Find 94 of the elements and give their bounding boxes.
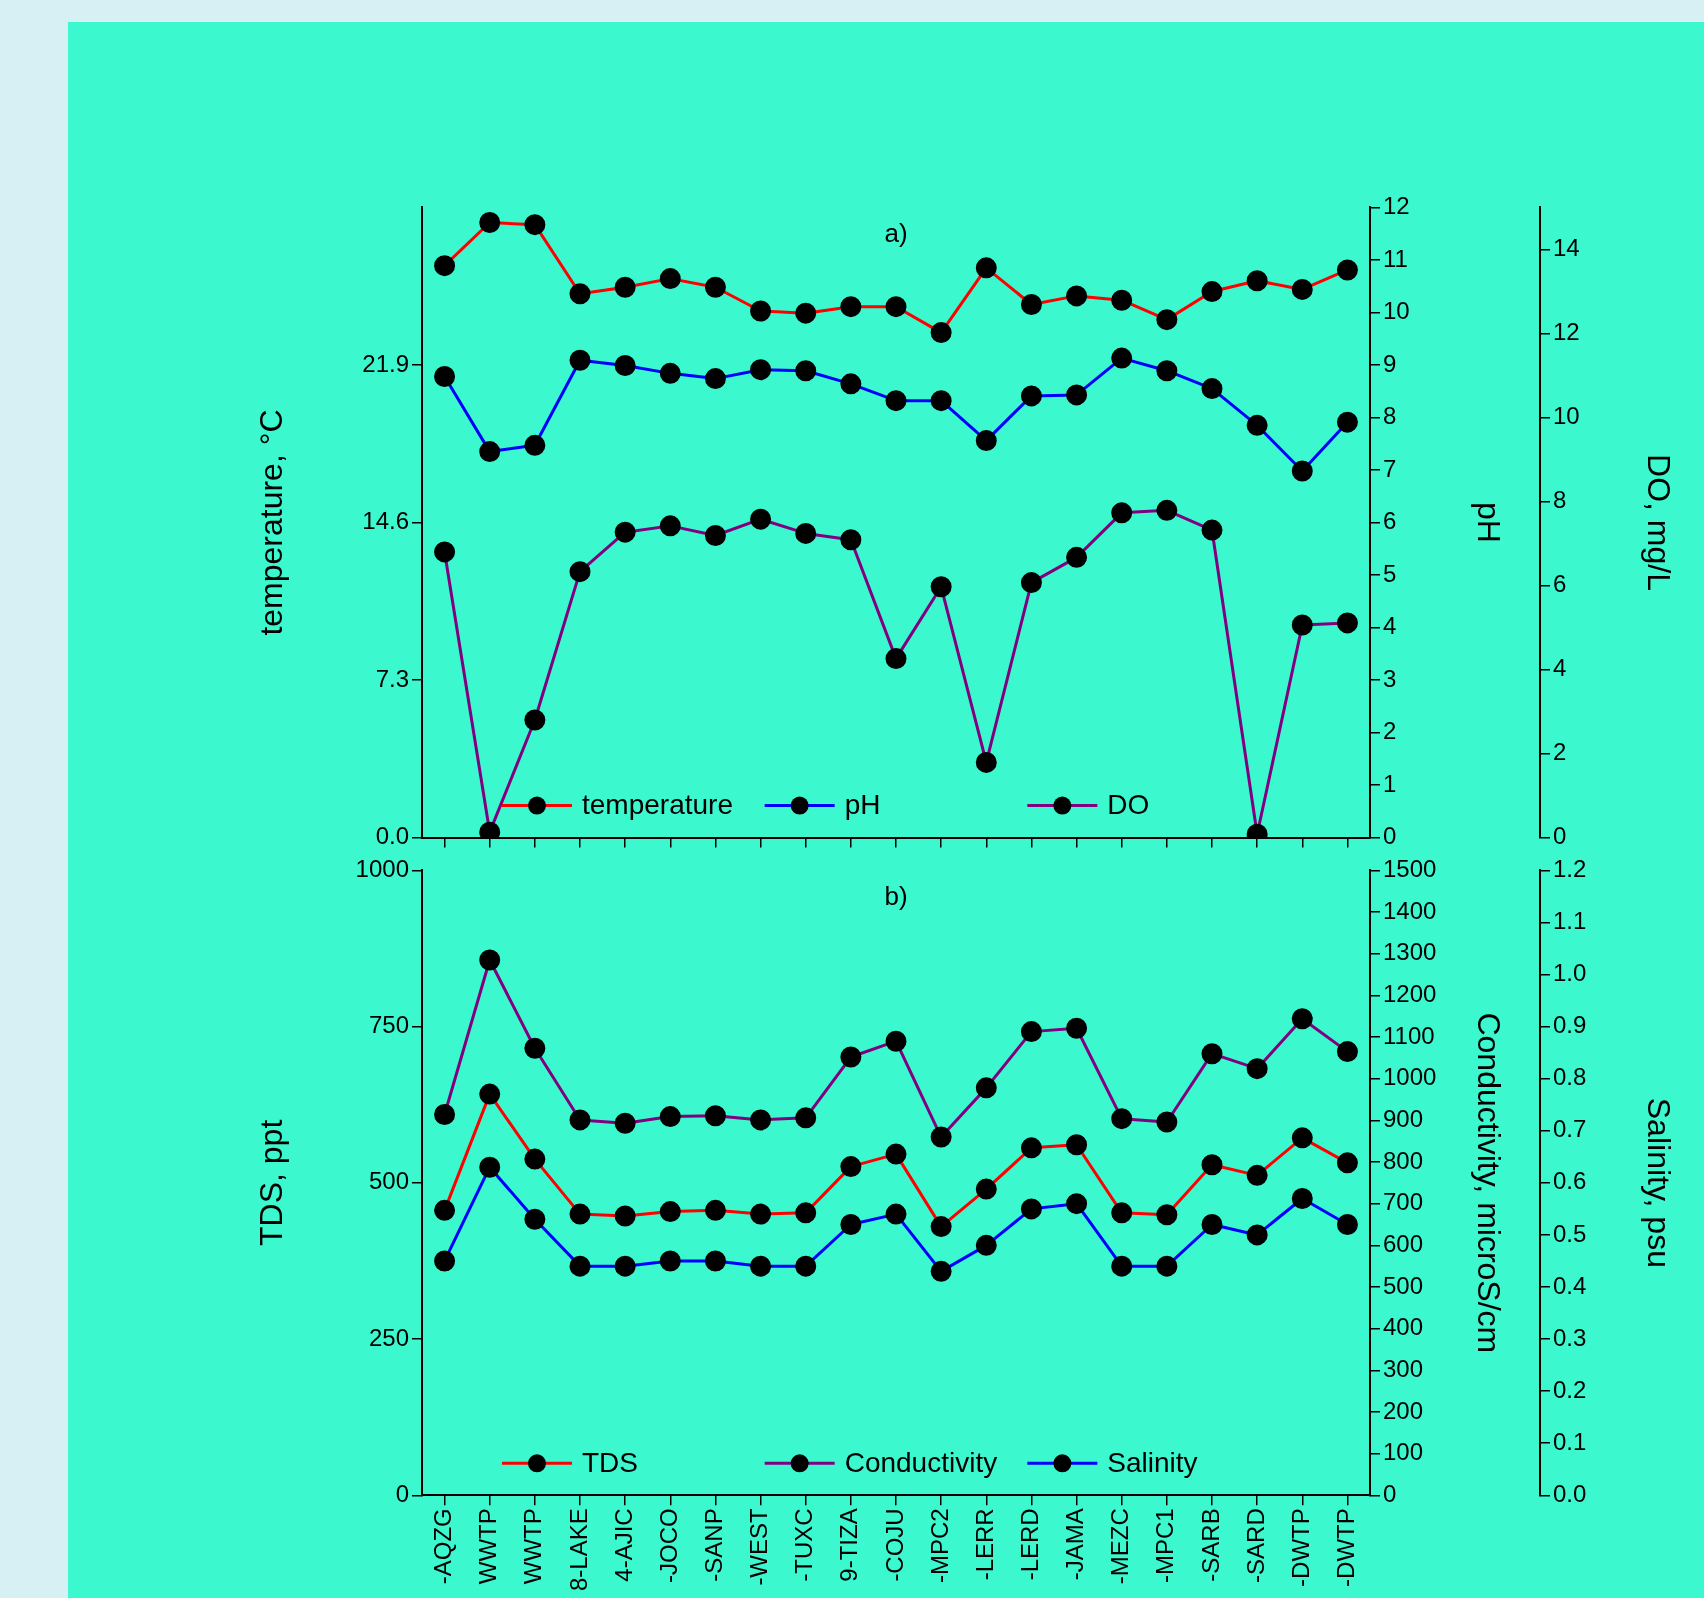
y-tick-label: 0 <box>395 1479 409 1507</box>
x-tick-label: -SARD <box>1241 1508 1269 1583</box>
y2-tick-label: 11 <box>1383 244 1408 272</box>
y2-tick-label: 5 <box>1383 559 1397 587</box>
y2-tick-label: 100 <box>1383 1438 1424 1466</box>
y3-tick-label: 0.6 <box>1553 1167 1587 1195</box>
y2-tick-label: 900 <box>1383 1104 1424 1132</box>
legend-label: Conductivity <box>844 1447 998 1479</box>
x-tick-label: -TUXC <box>790 1508 818 1582</box>
y3-tick-label: 0.8 <box>1553 1063 1587 1091</box>
y3-tick-label: 1.2 <box>1553 855 1587 883</box>
legend-label: Salinity <box>1107 1447 1198 1479</box>
legend-label: DO <box>1107 789 1150 821</box>
y2-tick-label: 1 <box>1383 769 1397 797</box>
y2-tick-label: 2 <box>1383 717 1397 745</box>
y-axis-title: temperature, °C <box>253 409 290 636</box>
chart-title: a) <box>884 217 908 248</box>
x-tick-label: WWTP <box>519 1508 547 1585</box>
y2-tick-label: 400 <box>1383 1313 1424 1341</box>
y3-tick-label: 1.1 <box>1553 907 1587 935</box>
x-tick-label: -DWTP <box>1286 1508 1314 1587</box>
x-tick-label: -WEST <box>745 1507 773 1586</box>
x-tick-label: -LERD <box>1016 1508 1044 1581</box>
y-tick-label: 1000 <box>355 855 409 883</box>
y3-tick-label: 1.0 <box>1553 959 1587 987</box>
y-tick-label: 0.0 <box>375 822 409 850</box>
y3-tick-label: 0.7 <box>1553 1115 1587 1143</box>
y3-tick-label: 14 <box>1553 234 1580 262</box>
x-tick-label: 9-TIZA <box>835 1508 863 1582</box>
y3-tick-label: 12 <box>1553 318 1580 346</box>
x-tick-label: -MEZC <box>1106 1508 1134 1585</box>
y2-tick-label: 300 <box>1383 1354 1424 1382</box>
y3-tick-label: 0 <box>1553 822 1567 850</box>
y2-tick-label: 4 <box>1383 612 1397 640</box>
y3-tick-label: 0.5 <box>1553 1219 1587 1247</box>
y2-axis-title: Conductivity, microS/cm <box>1470 1012 1507 1354</box>
y3-tick-label: 0.2 <box>1553 1375 1587 1403</box>
y-tick-label: 21.9 <box>362 349 409 377</box>
legend-label: pH <box>844 789 881 821</box>
y3-tick-label: 6 <box>1553 570 1567 598</box>
y2-tick-label: 600 <box>1383 1229 1424 1257</box>
y2-tick-label: 8 <box>1383 402 1397 430</box>
y-tick-label: 500 <box>368 1167 409 1195</box>
x-tick-label: 8-LAKE <box>564 1508 592 1592</box>
y2-tick-label: 0 <box>1383 822 1397 850</box>
y3-tick-label: 0.1 <box>1553 1427 1587 1455</box>
y2-tick-label: 800 <box>1383 1146 1424 1174</box>
y-tick-label: 7.3 <box>375 664 409 692</box>
y3-tick-label: 8 <box>1553 486 1567 514</box>
y2-tick-label: 0 <box>1383 1479 1397 1507</box>
x-tick-label: -SANP <box>700 1508 728 1582</box>
y-tick-label: 14.6 <box>362 507 409 535</box>
x-tick-label: -MPC2 <box>925 1508 953 1583</box>
y2-tick-label: 1100 <box>1383 1021 1435 1049</box>
legend-label: temperature <box>582 789 733 821</box>
y3-tick-label: 4 <box>1553 654 1567 682</box>
y2-tick-label: 1500 <box>1383 855 1437 883</box>
y3-tick-label: 2 <box>1553 738 1567 766</box>
y-axis-title: TDS, ppt <box>253 1119 290 1246</box>
x-tick-label: -JAMA <box>1061 1508 1089 1581</box>
x-tick-label: 4-AJIC <box>609 1508 637 1582</box>
y-tick-label: 250 <box>368 1323 409 1351</box>
y2-tick-label: 1200 <box>1383 980 1437 1007</box>
y3-tick-label: 10 <box>1553 402 1580 430</box>
y3-tick-label: 0.4 <box>1553 1271 1587 1299</box>
y3-tick-label: 0.3 <box>1553 1323 1587 1351</box>
chart-title: b) <box>884 880 908 911</box>
y2-tick-label: 1300 <box>1383 938 1437 966</box>
y2-tick-label: 12 <box>1383 192 1410 220</box>
y3-tick-label: 0.9 <box>1553 1011 1587 1039</box>
y2-tick-label: 10 <box>1383 297 1410 325</box>
y2-tick-label: 500 <box>1383 1271 1424 1299</box>
x-tick-label: -MPC1 <box>1151 1508 1179 1583</box>
y3-tick-label: 0.0 <box>1553 1479 1587 1507</box>
y2-tick-label: 1400 <box>1383 896 1437 924</box>
y2-tick-label: 9 <box>1383 349 1397 377</box>
y2-tick-label: 200 <box>1383 1396 1424 1424</box>
y2-tick-label: 6 <box>1383 507 1397 535</box>
x-tick-label: -COJU <box>880 1508 908 1582</box>
y3-axis-title: Salinity, psu <box>1640 1097 1677 1268</box>
x-tick-label: -DWTP <box>1332 1508 1360 1587</box>
x-tick-label: -LERR <box>970 1508 998 1581</box>
x-tick-label: -AQZG <box>429 1508 457 1585</box>
x-tick-label: WWTP <box>474 1508 502 1585</box>
x-tick-label: -SARB <box>1196 1508 1224 1582</box>
y3-axis-title: DO, mg/L <box>1640 454 1677 591</box>
y2-tick-label: 1000 <box>1383 1063 1437 1091</box>
y2-tick-label: 700 <box>1383 1188 1424 1216</box>
y2-tick-label: 3 <box>1383 664 1397 692</box>
legend-label: TDS <box>582 1447 638 1479</box>
y2-tick-label: 7 <box>1383 454 1397 482</box>
x-tick-label: -JOCO <box>654 1508 682 1583</box>
y2-axis-title: pH <box>1470 502 1507 543</box>
y-tick-label: 750 <box>368 1011 409 1039</box>
